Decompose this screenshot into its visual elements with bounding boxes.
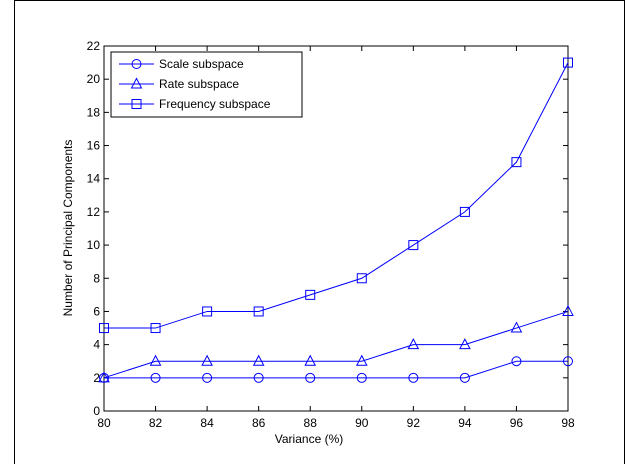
x-tick-label: 82 <box>149 416 163 430</box>
series-line-square <box>104 62 569 329</box>
legend: Scale subspace Rate subspace Frequency sub… <box>110 51 303 118</box>
data-point-square <box>408 240 419 251</box>
y-tick-label: 18 <box>87 105 101 119</box>
data-point-triangle <box>252 354 265 366</box>
legend-label: Scale subspace <box>159 57 244 71</box>
data-point-square <box>563 57 573 68</box>
x-tick-label: 88 <box>304 416 318 430</box>
data-point-circle <box>511 356 522 367</box>
x-tick-label: 96 <box>510 416 524 430</box>
y-tick-label: 4 <box>93 338 100 352</box>
data-point-square <box>511 157 522 168</box>
x-tick-label: 94 <box>458 416 472 430</box>
y-tick-label: 14 <box>87 172 101 186</box>
y-tick-label: 20 <box>87 72 101 86</box>
legend-marker-triangle <box>130 77 143 89</box>
data-point-circle <box>408 372 419 383</box>
x-tick-label: 92 <box>407 416 421 430</box>
y-tick-label: 12 <box>87 205 101 219</box>
y-tick-label: 22 <box>87 39 101 53</box>
data-point-square <box>356 273 367 284</box>
data-point-square <box>150 323 161 334</box>
x-tick-label: 86 <box>252 416 266 430</box>
series-line-circle <box>104 360 568 379</box>
data-point-square <box>99 323 109 334</box>
data-point-triangle <box>304 354 317 366</box>
y-tick-label: 8 <box>93 271 100 285</box>
legend-label: Rate subspace <box>159 77 239 91</box>
y-tick-label: 10 <box>87 238 101 252</box>
axes-box <box>103 45 569 412</box>
data-point-triangle <box>459 338 471 350</box>
data-point-circle <box>356 372 367 383</box>
x-axis-label: Variance (%) <box>275 432 343 446</box>
x-tick-label: 80 <box>97 416 111 430</box>
legend-box <box>110 51 303 118</box>
data-point-circle <box>202 372 213 383</box>
y-axis-label: Number of Principal Components <box>61 140 75 317</box>
plot-area: 80 82 84 86 88 90 92 94 96 98 0 2 4 6 8 10 12 14 16 18 20 22 <box>87 39 575 430</box>
data-point-triangle <box>149 354 162 366</box>
data-point-triangle <box>201 354 213 366</box>
x-tick-label: 84 <box>200 416 214 430</box>
x-tick-label: 98 <box>561 416 575 430</box>
data-point-triangle <box>407 338 420 350</box>
y-tick-label: 0 <box>93 404 100 418</box>
y-tick-label: 16 <box>87 139 101 153</box>
legend-label: Frequency subspace <box>159 97 271 111</box>
legend-marker-square <box>131 99 142 109</box>
data-point-triangle <box>562 304 574 316</box>
x-tick-label: 90 <box>355 416 369 430</box>
data-point-triangle <box>98 371 110 383</box>
data-point-circle <box>150 372 161 383</box>
data-point-triangle <box>355 354 368 366</box>
data-point-square <box>253 306 264 317</box>
figure-frame <box>14 0 625 464</box>
data-point-triangle <box>510 321 523 333</box>
data-point-circle <box>305 372 316 383</box>
data-point-circle <box>253 372 264 383</box>
legend-marker-circle <box>131 59 142 69</box>
data-point-square <box>459 206 470 217</box>
y-tick-label: 2 <box>93 371 100 385</box>
y-tick-label: 6 <box>93 304 100 318</box>
data-point-square <box>305 289 316 300</box>
data-point-circle <box>459 372 470 383</box>
data-point-circle <box>563 356 573 367</box>
series-line-triangle <box>103 310 569 379</box>
data-point-square <box>202 306 213 317</box>
